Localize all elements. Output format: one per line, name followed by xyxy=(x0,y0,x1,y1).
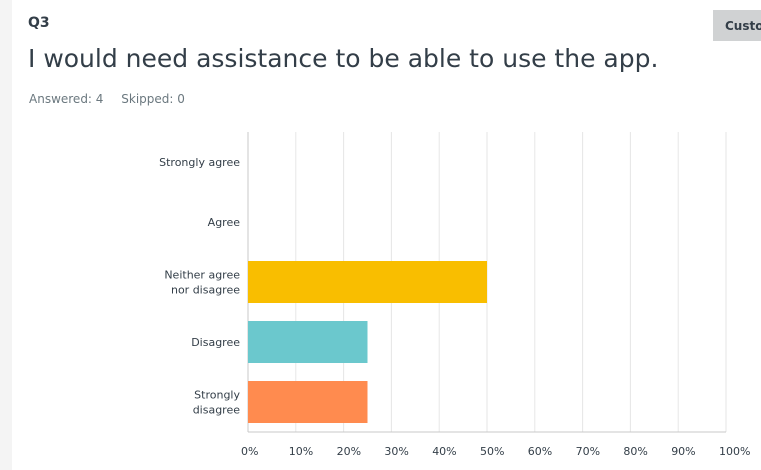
skipped-count: Skipped: 0 xyxy=(121,92,185,106)
x-tick-label: 100% xyxy=(719,445,750,458)
x-tick-label: 40% xyxy=(432,445,456,458)
bar[interactable] xyxy=(248,321,368,363)
bar[interactable] xyxy=(248,381,368,423)
category-label: Strongly agree xyxy=(159,156,240,169)
x-tick-label: 60% xyxy=(528,445,552,458)
customize-button[interactable]: Customize xyxy=(713,10,761,41)
x-tick-label: 90% xyxy=(671,445,695,458)
x-tick-label: 0% xyxy=(241,445,258,458)
x-tick-label: 50% xyxy=(480,445,504,458)
category-label: Neither agree nor disagree xyxy=(164,269,240,297)
category-label: Disagree xyxy=(191,336,240,349)
question-title: I would need assistance to be able to us… xyxy=(28,44,659,73)
category-label: Strongly disagree xyxy=(193,389,241,417)
question-card: Q3 I would need assistance to be able to… xyxy=(12,0,761,470)
x-tick-label: 80% xyxy=(623,445,647,458)
response-stats: Answered: 4 Skipped: 0 xyxy=(29,92,185,106)
x-tick-label: 30% xyxy=(384,445,408,458)
category-label: Agree xyxy=(208,216,241,229)
bar[interactable] xyxy=(248,261,487,303)
question-number: Q3 xyxy=(28,15,50,31)
x-tick-label: 70% xyxy=(576,445,600,458)
answered-count: Answered: 4 xyxy=(29,92,104,106)
x-tick-label: 20% xyxy=(337,445,361,458)
x-tick-label: 10% xyxy=(289,445,313,458)
